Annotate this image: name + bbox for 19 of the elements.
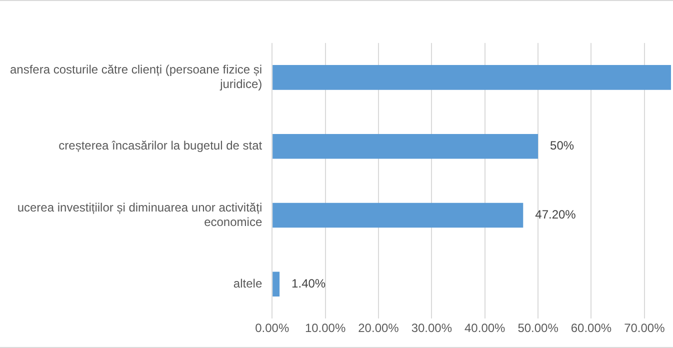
x-tick-label: 50.00% bbox=[518, 321, 559, 336]
data-label: 47.20% bbox=[535, 208, 576, 222]
x-tick-label: 70.00% bbox=[624, 321, 666, 336]
x-tick-label: 20.00% bbox=[358, 321, 400, 336]
x-tick-label: 10.00% bbox=[304, 321, 346, 336]
bar bbox=[272, 65, 671, 90]
x-tick-label: 40.00% bbox=[464, 321, 506, 336]
bar bbox=[272, 272, 280, 297]
bar bbox=[272, 134, 538, 159]
y-tick-label: ucerea investițiilor și diminuarea unor activități economice bbox=[17, 200, 262, 229]
data-label: 50% bbox=[550, 138, 574, 153]
y-tick-label: creșterea încasărilor la bugetul de stat bbox=[58, 138, 263, 153]
x-tick-label: 0.00% bbox=[255, 321, 290, 336]
y-tick-label: ansfera costurile către clienți (persoane fizice și juridice) bbox=[10, 62, 262, 91]
y-tick-label: altele bbox=[233, 276, 262, 290]
bar bbox=[272, 202, 524, 228]
data-label: 1.40% bbox=[292, 276, 326, 290]
x-tick-label: 60.00% bbox=[570, 321, 612, 336]
x-tick-label: 30.00% bbox=[411, 321, 452, 336]
